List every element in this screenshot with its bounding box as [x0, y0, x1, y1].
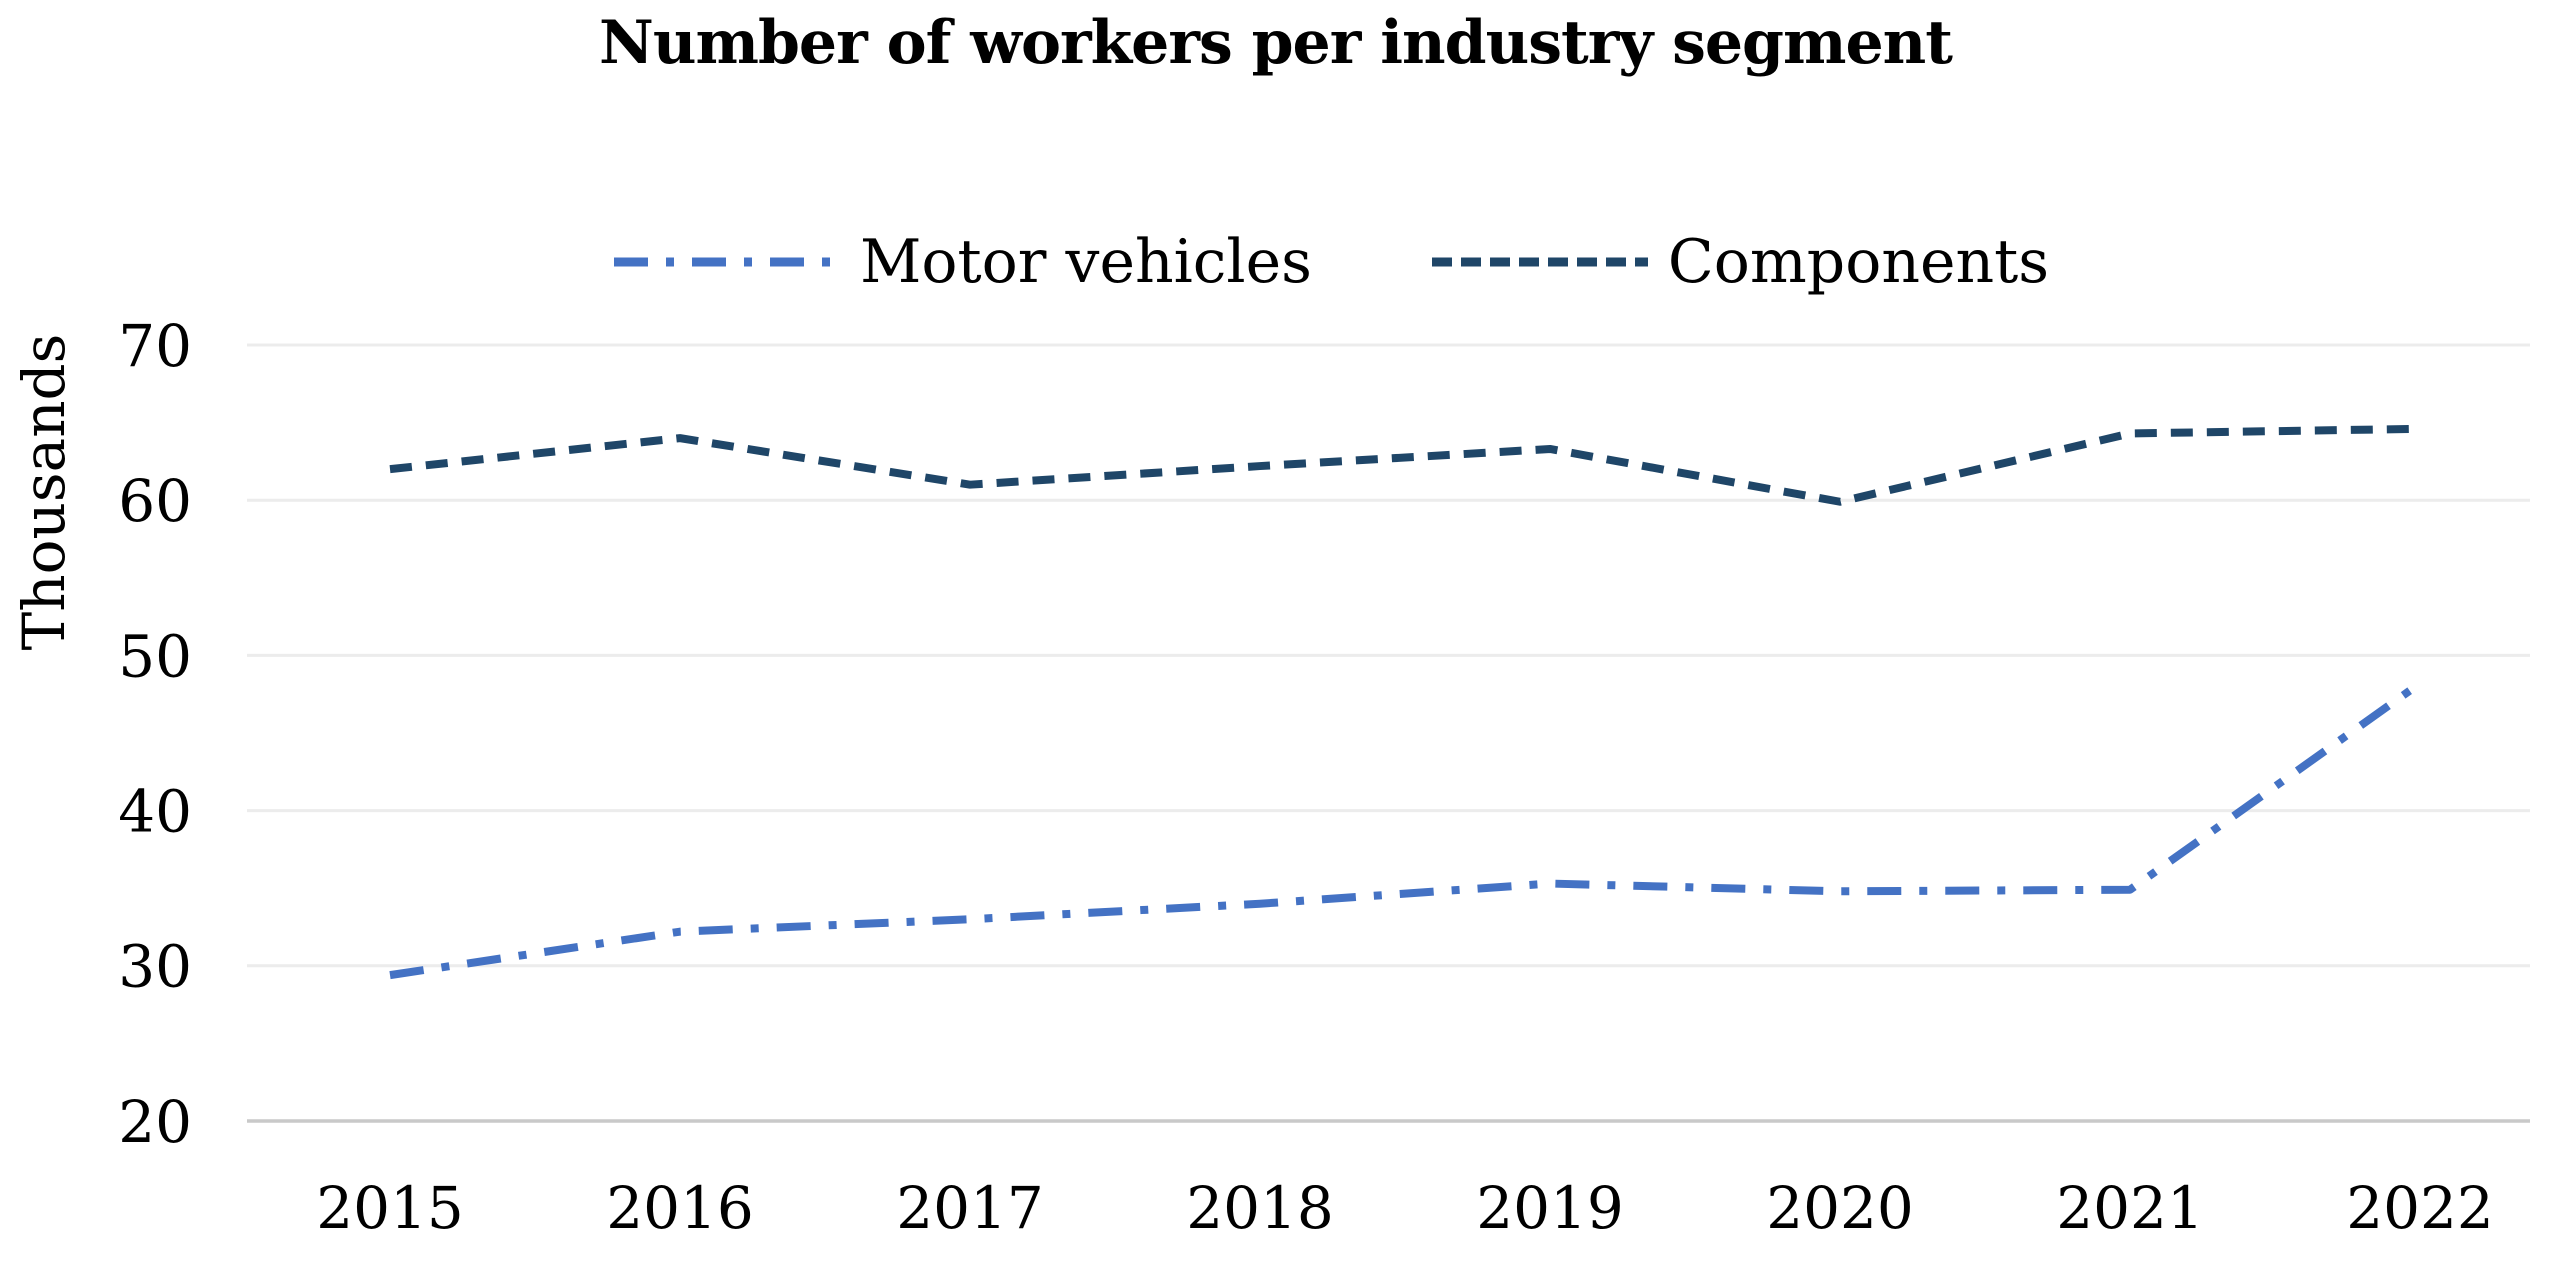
legend-label-motor-vehicles: Motor vehicles — [860, 227, 1312, 297]
y-tick-label-70: 70 — [118, 312, 192, 380]
legend-label-components: Components — [1667, 227, 2050, 297]
chart-title: Number of workers per industry segment — [599, 8, 1953, 78]
x-tick-label-2017: 2017 — [896, 1174, 1044, 1242]
x-tick-label-2019: 2019 — [1476, 1174, 1624, 1242]
x-tick-label-2020: 2020 — [1766, 1174, 1914, 1242]
components-line-sample-icon — [1431, 257, 1648, 267]
y-tick-label-40: 40 — [118, 777, 192, 845]
series-line-components — [389, 424, 2421, 506]
x-tick-labels-group: 2015 2016 2017 2018 2019 2020 2021 2022 — [316, 1174, 2494, 1242]
y-tick-label-60: 60 — [118, 467, 192, 535]
x-tick-label-2021: 2021 — [2056, 1174, 2204, 1242]
chart-legend: Motor vehicles Components — [612, 226, 2049, 298]
legend-item-components: Components — [1430, 227, 2049, 297]
gridlines-group — [247, 343, 2530, 1123]
series-line-motor-vehicles — [389, 680, 2423, 980]
x-tick-label-2018: 2018 — [1186, 1174, 1334, 1242]
y-tick-label-30: 30 — [118, 933, 192, 1001]
x-tick-label-2022: 2022 — [2346, 1174, 2494, 1242]
legend-item-motor-vehicles: Motor vehicles — [612, 227, 1312, 297]
y-tick-label-50: 50 — [118, 622, 192, 690]
y-tick-labels-group: 20 30 40 50 60 70 — [118, 312, 192, 1156]
motor-vehicles-line-sample-icon — [614, 257, 840, 267]
y-tick-label-20: 20 — [118, 1088, 192, 1156]
series-group — [389, 424, 2423, 980]
x-tick-label-2016: 2016 — [606, 1174, 754, 1242]
x-tick-label-2015: 2015 — [316, 1174, 464, 1242]
